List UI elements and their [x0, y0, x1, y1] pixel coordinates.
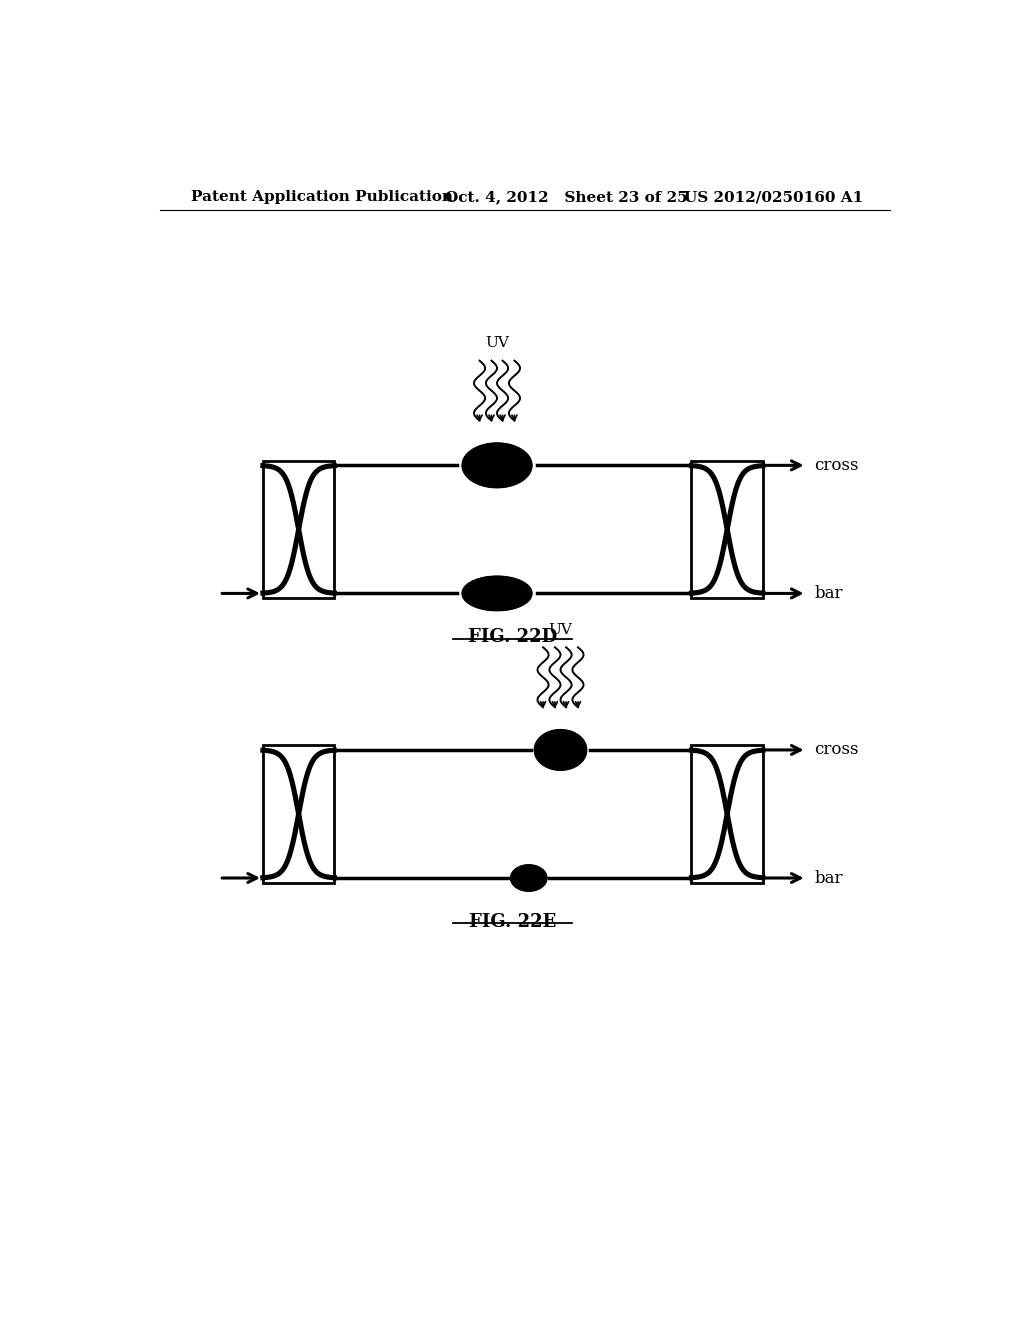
Text: Oct. 4, 2012   Sheet 23 of 25: Oct. 4, 2012 Sheet 23 of 25: [445, 190, 688, 205]
Text: cross: cross: [814, 457, 859, 474]
Text: bar: bar: [814, 585, 843, 602]
Text: FIG. 22E: FIG. 22E: [469, 913, 556, 931]
Bar: [263, 461, 334, 598]
Text: cross: cross: [814, 742, 859, 759]
Bar: [691, 461, 763, 598]
Text: FIG. 22D: FIG. 22D: [468, 628, 557, 647]
Bar: [263, 746, 334, 883]
Text: US 2012/0250160 A1: US 2012/0250160 A1: [684, 190, 863, 205]
Text: UV: UV: [485, 337, 509, 351]
Text: UV: UV: [549, 623, 572, 638]
Polygon shape: [535, 730, 587, 771]
Polygon shape: [462, 576, 531, 611]
Bar: [691, 746, 763, 883]
Polygon shape: [511, 865, 547, 891]
Text: Patent Application Publication: Patent Application Publication: [191, 190, 454, 205]
Polygon shape: [462, 444, 531, 487]
Text: bar: bar: [814, 870, 843, 887]
